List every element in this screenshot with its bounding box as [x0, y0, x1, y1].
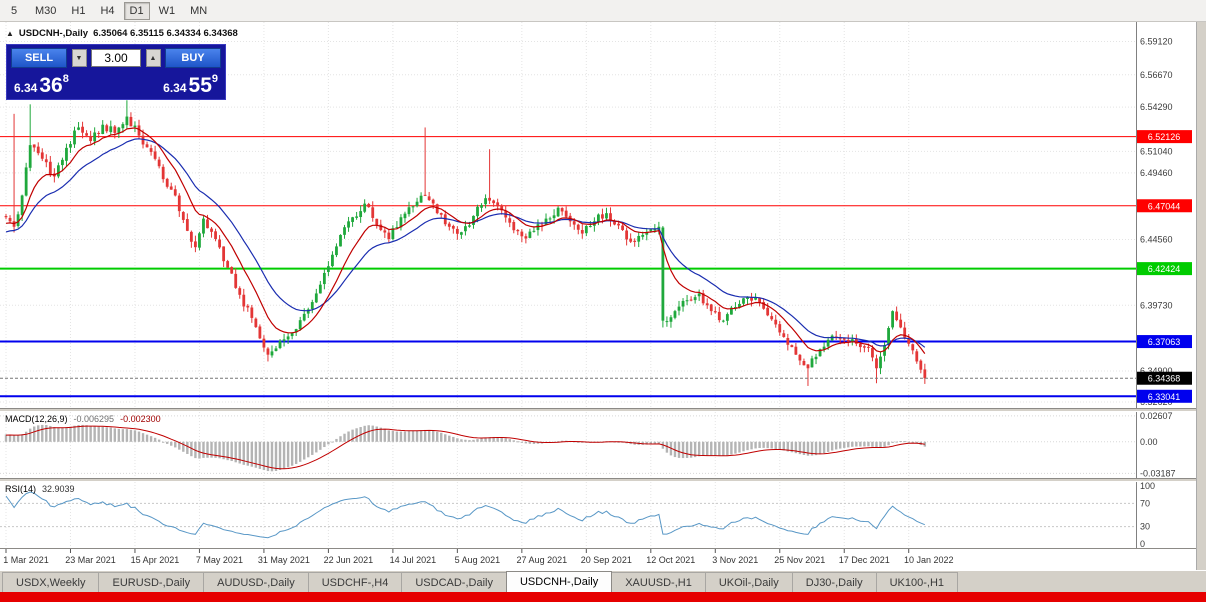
- svg-text:-0.03187: -0.03187: [1140, 468, 1176, 478]
- buy-button[interactable]: BUY: [165, 48, 221, 68]
- svg-text:0: 0: [1140, 539, 1145, 548]
- macd-label: MACD(12,26,9) -0.006295 -0.002300: [5, 414, 161, 424]
- rsi-value: 32.9039: [42, 484, 75, 494]
- svg-text:5 Aug 2021: 5 Aug 2021: [455, 555, 501, 565]
- svg-text:17 Dec 2021: 17 Dec 2021: [839, 555, 890, 565]
- svg-text:6.39730: 6.39730: [1140, 300, 1173, 310]
- window-right-edge: [1196, 22, 1206, 570]
- svg-text:14 Jul 2021: 14 Jul 2021: [390, 555, 437, 565]
- rsi-title: RSI(14): [5, 484, 37, 494]
- timeframe-button-h1[interactable]: H1: [71, 4, 86, 17]
- chart-tab-usdcnh-daily[interactable]: USDCNH-,Daily: [505, 571, 613, 592]
- timeframe-button-d1[interactable]: D1: [123, 1, 150, 20]
- timeframe-button-mn[interactable]: MN: [190, 4, 208, 17]
- svg-text:6.49460: 6.49460: [1140, 168, 1173, 178]
- price-chart-panel[interactable]: 6.59120 6.56670 6.54290 6.51040 6.49460 6.445…: [0, 22, 1196, 408]
- timeframe-button-m30[interactable]: M30: [35, 4, 57, 17]
- svg-text:6.34900: 6.34900: [1140, 366, 1173, 376]
- chart-tab-usdx-weekly[interactable]: USDX,Weekly: [2, 572, 100, 592]
- timeframe-button-5[interactable]: 5: [10, 4, 18, 17]
- svg-text:100: 100: [1140, 482, 1155, 491]
- svg-text:20 Sep 2021: 20 Sep 2021: [581, 555, 632, 565]
- svg-text:6.44560: 6.44560: [1140, 235, 1173, 245]
- rsi-canvas[interactable]: 100 70 30 0: [0, 482, 1196, 548]
- svg-text:6.51040: 6.51040: [1140, 146, 1173, 156]
- svg-text:7 May 2021: 7 May 2021: [196, 555, 243, 565]
- chart-tab-uk100-h1[interactable]: UK100-,H1: [875, 572, 959, 592]
- svg-text:6.52126: 6.52126: [1148, 132, 1181, 142]
- svg-text:6.37063: 6.37063: [1148, 337, 1181, 347]
- oneclick-collapse-icon[interactable]: ▲: [6, 29, 14, 38]
- chart-tab-dj30-daily[interactable]: DJ30-,Daily: [791, 572, 877, 592]
- price-chart-canvas[interactable]: 6.59120 6.56670 6.54290 6.51040 6.49460 6.445…: [0, 22, 1196, 408]
- svg-text:3 Nov 2021: 3 Nov 2021: [712, 555, 758, 565]
- horizontal-splitter[interactable]: [0, 408, 1196, 412]
- chart-tab-xauusd-h1[interactable]: XAUUSD-,H1: [611, 572, 706, 592]
- svg-text:27 Aug 2021: 27 Aug 2021: [517, 555, 568, 565]
- horizontal-splitter[interactable]: [0, 478, 1196, 482]
- chart-ohlc-values: 6.35064 6.35115 6.34334 6.34368: [93, 28, 238, 39]
- rsi-label: RSI(14) 32.9039: [5, 484, 75, 494]
- svg-text:6.42424: 6.42424: [1148, 264, 1181, 274]
- time-axis[interactable]: 1 Mar 2021 23 Mar 2021 15 Apr 2021 7 May 20…: [0, 548, 1196, 570]
- ask-price-big: 55: [188, 74, 212, 97]
- svg-text:12 Oct 2021: 12 Oct 2021: [646, 555, 695, 565]
- svg-text:10 Jan 2022: 10 Jan 2022: [904, 555, 954, 565]
- svg-text:0.00: 0.00: [1140, 437, 1158, 447]
- timeframe-button-h4[interactable]: H4: [100, 4, 115, 17]
- chart-tab-usdcad-daily[interactable]: USDCAD-,Daily: [401, 572, 507, 592]
- bid-price-main: 6.34: [14, 81, 38, 95]
- bid-price-big: 36: [39, 74, 63, 97]
- ask-price-main: 6.34: [163, 81, 187, 95]
- bid-price-sup: 8: [62, 73, 69, 85]
- chart-tab-usdchf-h4[interactable]: USDCHF-,H4: [307, 572, 403, 592]
- chart-tab-ukoil-daily[interactable]: UKOil-,Daily: [704, 572, 793, 592]
- macd-title: MACD(12,26,9): [5, 414, 68, 424]
- chart-symbol-period: USDCNH-,Daily: [18, 28, 89, 39]
- chart-legend: ▲ USDCNH-,Daily 6.35064 6.35115 6.34334 …: [6, 28, 238, 39]
- svg-text:31 May 2021: 31 May 2021: [258, 555, 310, 565]
- ask-price: 6.34 55 9: [163, 73, 218, 97]
- chart-tab-audusd-daily[interactable]: AUDUSD-,Daily: [203, 572, 309, 592]
- svg-text:1 Mar 2021: 1 Mar 2021: [3, 555, 49, 565]
- svg-text:6.54290: 6.54290: [1140, 102, 1173, 112]
- svg-text:6.34368: 6.34368: [1148, 374, 1181, 384]
- volume-increase-button[interactable]: ▲: [145, 49, 161, 67]
- macd-indicator-panel[interactable]: 0.02607 0.00 -0.03187 MACD(12,26,9) -0.006…: [0, 412, 1196, 478]
- sell-button[interactable]: SELL: [11, 48, 67, 68]
- svg-text:6.56670: 6.56670: [1140, 70, 1173, 80]
- svg-text:6.47044: 6.47044: [1148, 201, 1181, 211]
- chart-tabs-bar: USDX,Weekly EURUSD-,Daily AUDUSD-,Daily USD…: [0, 570, 1206, 592]
- ask-price-sup: 9: [211, 73, 218, 85]
- macd-main-value: -0.006295: [73, 414, 115, 424]
- timeframe-button-w1[interactable]: W1: [158, 4, 176, 17]
- svg-text:22 Jun 2021: 22 Jun 2021: [324, 555, 374, 565]
- macd-canvas[interactable]: 0.02607 0.00 -0.03187: [0, 412, 1196, 478]
- timeframe-toolbar: 5 M30 H1 H4 D1 W1 MN: [0, 0, 1206, 22]
- svg-text:30: 30: [1140, 522, 1150, 532]
- macd-signal-value: -0.002300: [120, 414, 161, 424]
- svg-text:6.59120: 6.59120: [1140, 36, 1173, 46]
- svg-text:23 Mar 2021: 23 Mar 2021: [65, 555, 116, 565]
- volume-decrease-button[interactable]: ▼: [71, 49, 87, 67]
- time-axis-canvas: 1 Mar 2021 23 Mar 2021 15 Apr 2021 7 May 20…: [3, 549, 954, 565]
- svg-text:0.02607: 0.02607: [1140, 412, 1173, 421]
- svg-text:70: 70: [1140, 498, 1150, 508]
- rsi-indicator-panel[interactable]: 100 70 30 0 RSI(14) 32.9039: [0, 482, 1196, 548]
- svg-text:25 Nov 2021: 25 Nov 2021: [774, 555, 825, 565]
- volume-input[interactable]: [91, 49, 141, 67]
- bottom-red-bar: [0, 592, 1206, 602]
- svg-text:15 Apr 2021: 15 Apr 2021: [131, 555, 180, 565]
- chart-tab-eurusd-daily[interactable]: EURUSD-,Daily: [98, 572, 205, 592]
- svg-text:6.33041: 6.33041: [1148, 392, 1181, 402]
- bid-price: 6.34 36 8: [14, 73, 69, 97]
